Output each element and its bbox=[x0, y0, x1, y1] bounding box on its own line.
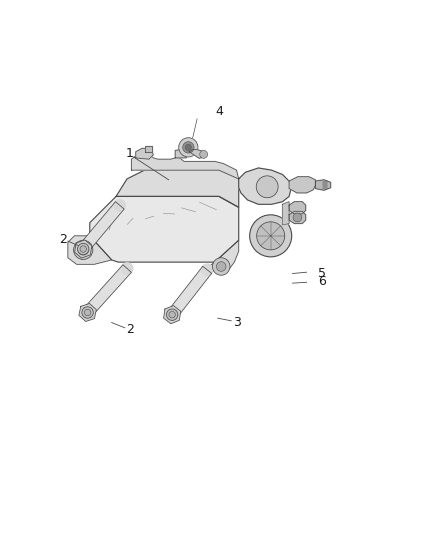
Circle shape bbox=[80, 246, 86, 252]
Text: 6: 6 bbox=[318, 276, 326, 288]
Polygon shape bbox=[289, 211, 306, 223]
Circle shape bbox=[185, 144, 191, 150]
Polygon shape bbox=[289, 201, 306, 214]
Circle shape bbox=[250, 215, 292, 257]
Polygon shape bbox=[145, 146, 152, 152]
Circle shape bbox=[212, 258, 230, 275]
Polygon shape bbox=[74, 240, 92, 258]
Polygon shape bbox=[168, 266, 212, 318]
Circle shape bbox=[121, 263, 133, 274]
Text: 5: 5 bbox=[318, 266, 326, 280]
Polygon shape bbox=[79, 201, 124, 253]
Polygon shape bbox=[283, 201, 289, 225]
Text: 4: 4 bbox=[215, 104, 223, 117]
Text: 3: 3 bbox=[233, 316, 240, 329]
Polygon shape bbox=[116, 170, 239, 207]
Circle shape bbox=[82, 307, 93, 318]
Circle shape bbox=[216, 262, 226, 271]
Circle shape bbox=[74, 240, 93, 260]
Polygon shape bbox=[90, 197, 239, 262]
Circle shape bbox=[179, 138, 198, 157]
Circle shape bbox=[201, 264, 213, 276]
Polygon shape bbox=[131, 152, 239, 179]
Polygon shape bbox=[164, 305, 180, 324]
Polygon shape bbox=[175, 149, 188, 158]
Circle shape bbox=[257, 222, 285, 250]
Polygon shape bbox=[289, 177, 315, 193]
Text: 2: 2 bbox=[127, 322, 134, 336]
Polygon shape bbox=[83, 265, 131, 316]
Polygon shape bbox=[79, 303, 96, 321]
Text: 1: 1 bbox=[125, 147, 133, 160]
Circle shape bbox=[200, 150, 208, 158]
Polygon shape bbox=[68, 236, 112, 264]
Circle shape bbox=[78, 243, 89, 255]
Circle shape bbox=[85, 309, 91, 316]
Polygon shape bbox=[136, 148, 153, 159]
Polygon shape bbox=[239, 168, 291, 204]
Circle shape bbox=[256, 176, 278, 198]
Polygon shape bbox=[204, 240, 239, 271]
Text: 2: 2 bbox=[59, 233, 67, 246]
Circle shape bbox=[166, 309, 178, 320]
Circle shape bbox=[114, 200, 126, 211]
Polygon shape bbox=[315, 180, 331, 190]
Polygon shape bbox=[189, 150, 204, 158]
Circle shape bbox=[183, 142, 194, 153]
Circle shape bbox=[78, 245, 88, 255]
Circle shape bbox=[293, 213, 302, 222]
Circle shape bbox=[169, 311, 175, 318]
